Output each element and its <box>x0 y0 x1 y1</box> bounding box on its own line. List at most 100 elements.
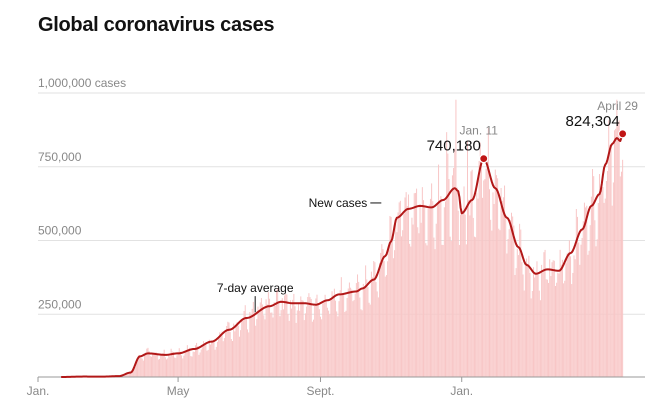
bar-day-113 <box>168 354 170 377</box>
bar-day-168 <box>231 340 233 377</box>
bar-day-301 <box>385 275 387 377</box>
bar-day-109 <box>163 349 165 377</box>
bar-day-351 <box>443 207 445 377</box>
bar-day-187 <box>253 312 255 377</box>
bar-day-495 <box>610 145 612 377</box>
bar-day-461 <box>571 284 573 377</box>
bar-day-303 <box>388 249 390 377</box>
bar-day-423 <box>527 263 529 377</box>
bar-day-411 <box>513 225 515 377</box>
bar-day-450 <box>558 273 560 377</box>
bar-day-279 <box>360 309 362 377</box>
bar-day-144 <box>204 343 206 377</box>
bar-day-446 <box>553 260 555 377</box>
bar-day-159 <box>221 331 223 377</box>
bar-day-274 <box>354 293 356 377</box>
bar-day-86 <box>137 359 139 377</box>
bar-day-313 <box>399 200 401 377</box>
bar-day-386 <box>484 179 486 377</box>
bar-day-380 <box>477 198 479 377</box>
bar-day-165 <box>228 322 230 377</box>
bar-day-186 <box>252 301 254 377</box>
average-label: 7-day average <box>217 281 294 295</box>
bar-day-151 <box>212 341 214 377</box>
bar-day-110 <box>164 357 166 377</box>
bar-day-426 <box>530 298 532 377</box>
bar-day-424 <box>528 255 530 377</box>
bar-day-265 <box>344 311 346 377</box>
bar-day-275 <box>355 283 357 377</box>
bar-day-243 <box>318 309 320 377</box>
bar-day-356 <box>449 236 451 377</box>
bar-day-248 <box>324 294 326 377</box>
bar-day-373 <box>469 215 471 377</box>
bar-day-112 <box>167 358 169 377</box>
average-line-path <box>61 133 624 378</box>
bar-day-269 <box>348 282 350 377</box>
bar-day-395 <box>494 169 496 377</box>
bar-day-181 <box>247 329 249 377</box>
bar-day-372 <box>468 199 470 377</box>
bar-day-184 <box>250 314 252 377</box>
bar-day-175 <box>240 330 242 377</box>
bar-day-416 <box>519 223 521 377</box>
bar-day-188 <box>255 325 257 377</box>
bar-day-231 <box>304 313 306 377</box>
bar-day-494 <box>609 144 611 377</box>
bar-day-297 <box>381 244 383 377</box>
bar-day-479 <box>592 169 594 377</box>
bar-day-377 <box>473 236 475 377</box>
bar-day-149 <box>210 344 211 377</box>
bar-day-447 <box>554 285 556 377</box>
bar-day-268 <box>347 288 349 377</box>
bar-day-431 <box>536 261 538 377</box>
bar-day-329 <box>418 233 420 377</box>
bar-day-136 <box>194 345 196 377</box>
bar-day-101 <box>154 353 156 377</box>
bar-day-485 <box>598 174 600 377</box>
bar-day-195 <box>263 315 265 377</box>
bar-day-210 <box>280 310 282 377</box>
bar-day-87 <box>138 354 140 377</box>
bar-day-205 <box>274 305 276 377</box>
bar-day-99 <box>152 352 154 377</box>
bar-day-82 <box>132 370 134 377</box>
bar-day-323 <box>411 217 413 377</box>
bar-day-148 <box>208 339 210 377</box>
bar-day-183 <box>249 312 251 377</box>
bar-day-462 <box>572 272 574 377</box>
bar-day-260 <box>338 301 340 377</box>
bar-day-156 <box>218 337 220 377</box>
bar-day-154 <box>215 346 217 377</box>
bar-day-91 <box>142 360 144 377</box>
bar-day-318 <box>405 192 407 377</box>
bar-day-88 <box>139 355 141 377</box>
bar-day-229 <box>302 300 304 377</box>
bar-day-157 <box>219 332 221 377</box>
bar-day-161 <box>223 338 225 377</box>
bar-day-430 <box>535 273 537 377</box>
bar-day-339 <box>429 198 431 377</box>
bar-day-122 <box>178 348 180 377</box>
bar-day-505 <box>622 159 624 377</box>
bar-day-295 <box>379 262 381 377</box>
bar-day-363 <box>457 210 459 377</box>
bar-day-104 <box>157 359 159 377</box>
bar-day-281 <box>362 283 364 377</box>
bar-day-321 <box>409 243 411 377</box>
bar-day-153 <box>214 349 216 377</box>
bar-day-473 <box>585 207 587 377</box>
bar-day-140 <box>199 352 201 377</box>
bar-day-409 <box>511 212 512 377</box>
bar-day-415 <box>517 255 519 377</box>
bar-day-223 <box>295 322 297 377</box>
bar-day-402 <box>502 197 504 377</box>
bar-day-360 <box>454 149 456 377</box>
bar-day-145 <box>205 344 207 377</box>
bar-day-171 <box>235 324 237 377</box>
bar-day-176 <box>241 320 243 377</box>
bar-day-442 <box>549 259 551 377</box>
bar-day-347 <box>439 201 441 377</box>
bar-day-158 <box>220 335 222 377</box>
bar-day-362 <box>456 187 458 377</box>
